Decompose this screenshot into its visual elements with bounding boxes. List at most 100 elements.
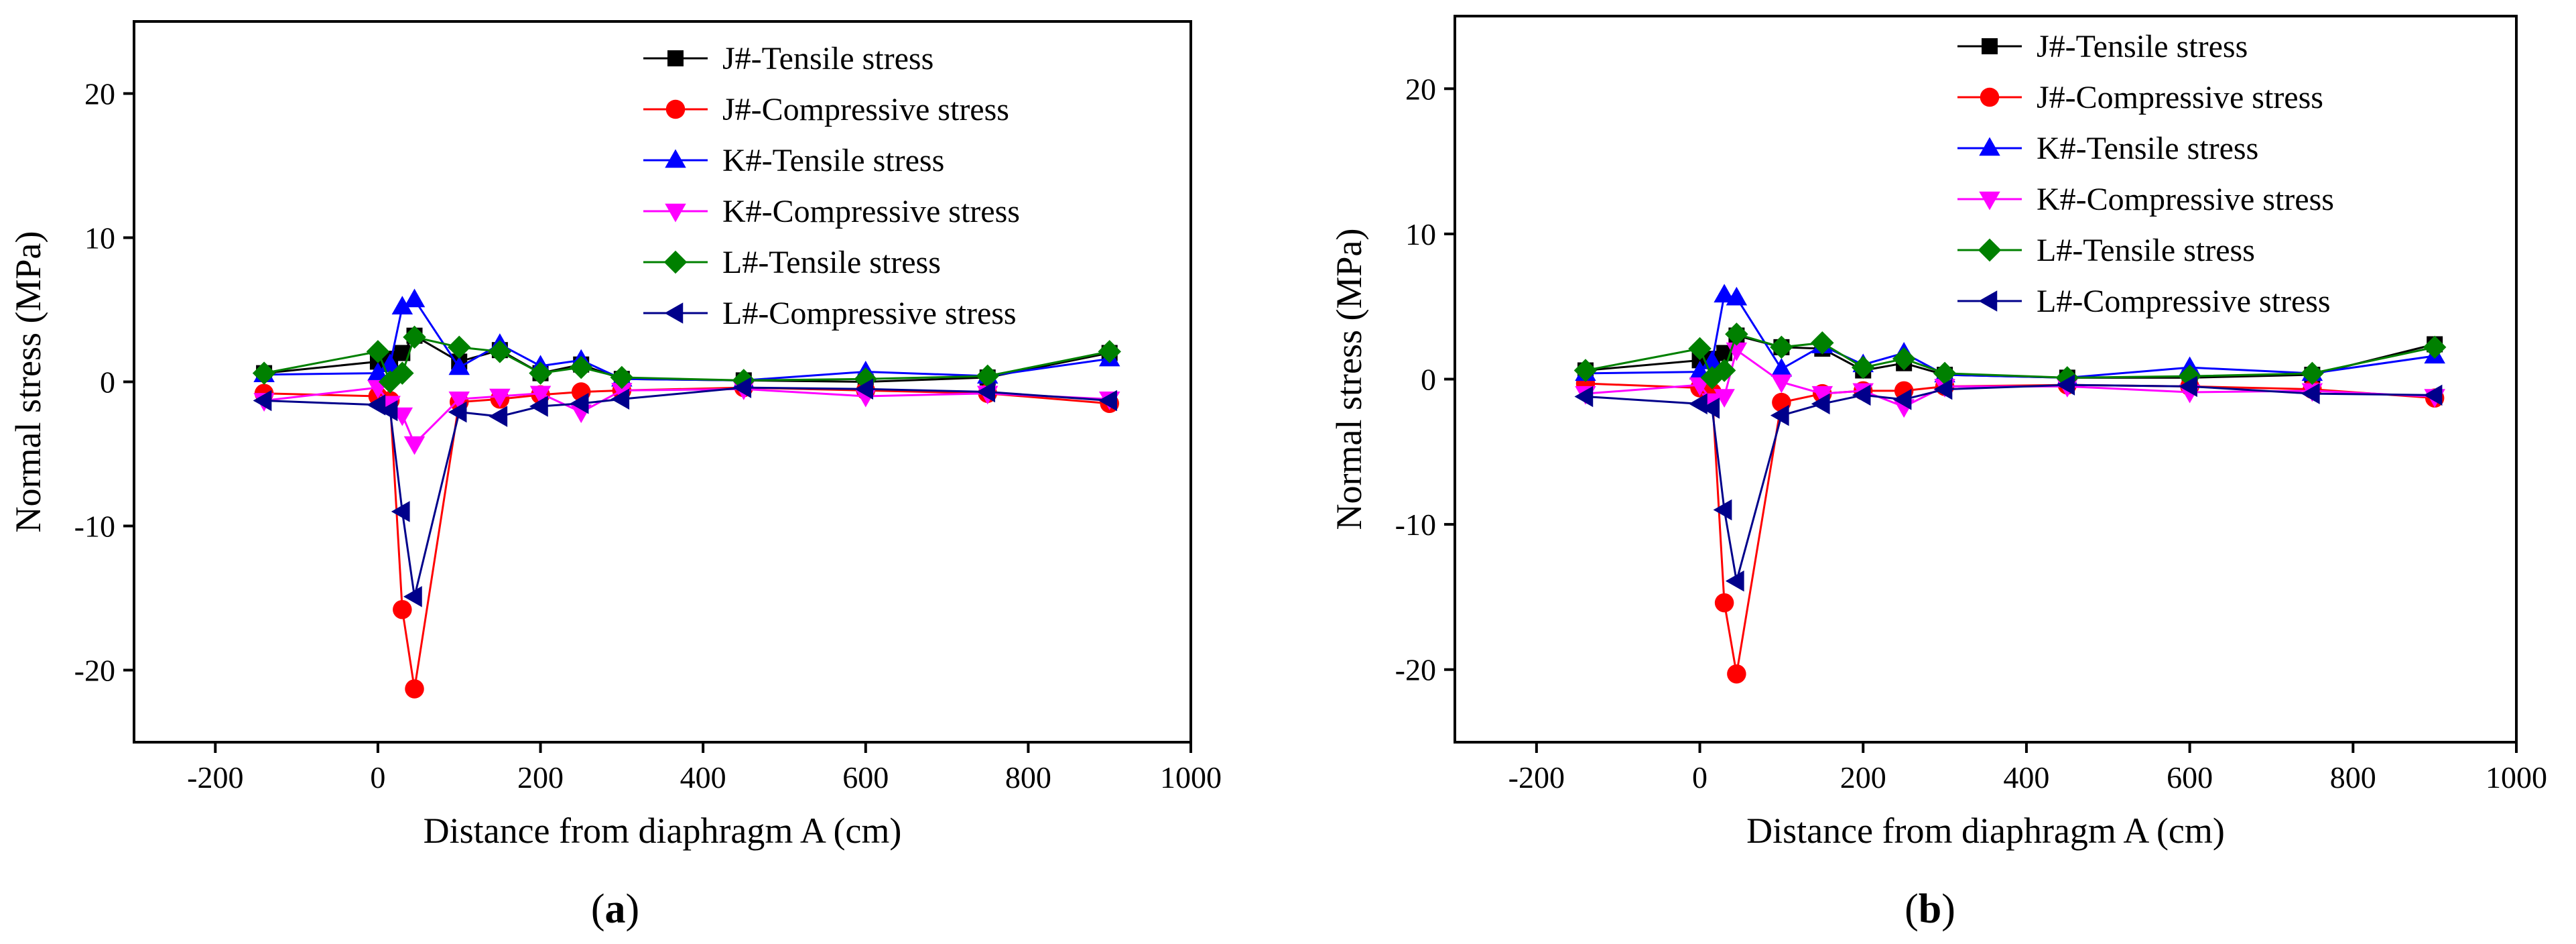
x-tick-label: 1000 <box>2486 760 2547 794</box>
legend-label: K#-Compressive stress <box>722 194 1020 229</box>
data-point <box>569 355 593 379</box>
data-point <box>393 599 412 620</box>
data-point <box>391 501 410 522</box>
data-point <box>367 362 389 381</box>
data-point <box>1770 335 1793 359</box>
chart-panel-b: -200 0 200 400 600 800 1000 -20 -10 0 10 20 Distance… <box>1329 15 2547 932</box>
data-point <box>1811 386 1833 405</box>
data-point <box>488 340 512 363</box>
series-1 <box>254 377 1119 699</box>
x-tick-label: 200 <box>517 760 564 794</box>
data-point <box>253 390 272 412</box>
data-point <box>2301 383 2320 404</box>
data-point <box>379 400 398 422</box>
data-point <box>1714 593 1734 613</box>
data-point <box>1727 664 1746 684</box>
legend: J#-Tensile stress J#-Compressive stress K#… <box>1957 29 2334 319</box>
data-point <box>610 365 634 390</box>
data-point <box>403 288 426 308</box>
data-point <box>391 296 413 314</box>
data-point <box>529 396 548 417</box>
legend-marker <box>1979 137 2000 156</box>
data-point <box>448 356 470 375</box>
data-point <box>1573 359 1598 382</box>
data-point <box>1714 389 1735 408</box>
chart-panel-a: -200 0 200 400 600 800 1000 -20 -10 0 10 20 Distance… <box>8 20 1222 932</box>
data-point <box>2301 361 2324 386</box>
x-tick-label: 600 <box>842 760 889 794</box>
legend-marker <box>665 99 686 119</box>
x-axis-title: Distance from diaphragm A (cm) <box>424 811 902 851</box>
legend-marker <box>663 250 688 274</box>
data-point <box>2423 335 2447 359</box>
panel-label: (b) <box>1905 886 1955 932</box>
data-point <box>403 586 422 607</box>
series-4 <box>252 325 1121 394</box>
data-point <box>1852 384 1871 406</box>
legend-marker <box>1978 290 1998 312</box>
data-point <box>366 340 390 363</box>
data-point <box>976 364 999 388</box>
data-point <box>448 392 470 410</box>
x-tick-label: 800 <box>2330 760 2376 794</box>
series-line <box>1585 384 2435 583</box>
data-point <box>1098 340 1121 363</box>
data-point <box>1712 359 1736 382</box>
data-point <box>1688 337 1712 361</box>
data-point <box>252 361 276 385</box>
data-point <box>1714 284 1735 303</box>
legend: J#-Tensile stress J#-Compressive stress K#… <box>643 41 1020 331</box>
series-line <box>264 386 1110 690</box>
series-5 <box>1574 374 2443 592</box>
x-tick-label: 200 <box>1840 760 1886 794</box>
y-tick-label: 0 <box>100 365 115 400</box>
legend-label: K#-Tensile stress <box>722 143 944 178</box>
series-line <box>1585 382 2435 675</box>
legend-label: J#-Tensile stress <box>722 41 933 76</box>
data-point <box>1933 361 1957 386</box>
series-4 <box>1573 322 2447 390</box>
legend-label: J#-Compressive stress <box>722 92 1009 127</box>
x-tick-label: -200 <box>187 760 243 794</box>
data-point <box>2179 375 2197 398</box>
legend-label: L#-Tensile stress <box>722 245 941 280</box>
legend-marker <box>1979 191 2000 211</box>
data-point <box>529 361 552 385</box>
data-point <box>570 393 589 414</box>
legend-label: L#-Tensile stress <box>2037 233 2255 268</box>
data-point <box>391 361 414 385</box>
legend-marker <box>1982 38 1998 54</box>
y-tick-label: 10 <box>1405 217 1436 251</box>
data-point <box>489 388 511 408</box>
x-tick-label: 600 <box>2167 760 2213 794</box>
legend-label: L#-Compressive stress <box>722 296 1017 331</box>
x-tick-label: 400 <box>2003 760 2049 794</box>
legend-label: L#-Compressive stress <box>2037 284 2331 319</box>
data-point <box>1892 347 1916 371</box>
y-tick-label: -20 <box>1395 653 1436 687</box>
x-tick-label: 1000 <box>1160 760 1222 794</box>
y-axis-title: Normal stress (MPa) <box>1329 229 1369 530</box>
plot-frame <box>133 20 1192 744</box>
panel-label: (a) <box>591 886 639 932</box>
data-point <box>610 388 630 410</box>
data-point <box>1770 404 1789 426</box>
y-tick-label: -10 <box>1395 508 1436 542</box>
legend-marker <box>1980 87 2000 107</box>
x-tick-label: 400 <box>680 760 726 794</box>
data-point <box>1770 357 1793 377</box>
data-point <box>1892 389 1912 410</box>
legend-label: K#-Compressive stress <box>2037 182 2334 217</box>
legend-marker <box>1978 238 2002 262</box>
data-point <box>1574 386 1594 408</box>
legend-marker <box>667 50 684 66</box>
series-line <box>264 298 1110 381</box>
y-tick-label: -20 <box>74 654 115 688</box>
data-point <box>1701 398 1720 419</box>
data-point <box>2056 374 2075 396</box>
data-point <box>976 381 995 403</box>
data-point <box>1811 331 1834 355</box>
series-1 <box>1575 373 2445 684</box>
data-point <box>1098 390 1117 412</box>
